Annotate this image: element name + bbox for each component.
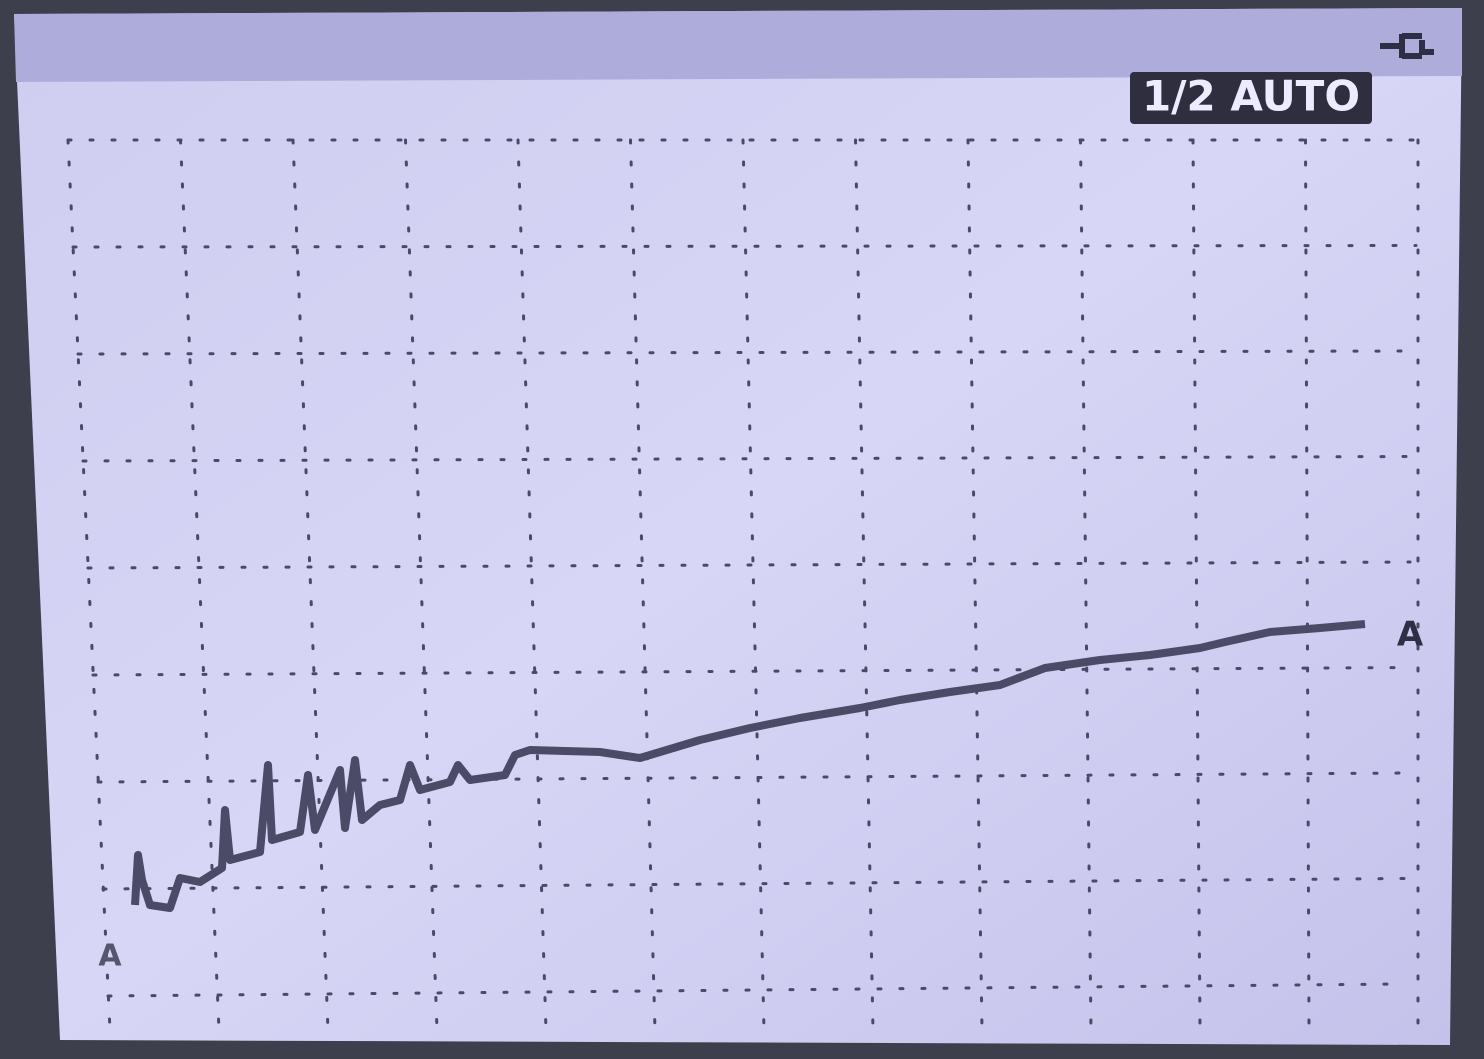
grid-dots (71, 244, 1418, 249)
ground-marker: A (98, 939, 122, 974)
display (14, 8, 1462, 1045)
grid-dots (91, 666, 1410, 677)
grid-dots (106, 982, 1404, 998)
grid-dots (81, 455, 1414, 463)
graticule (66, 138, 1420, 1032)
trace-marker: A (1397, 615, 1424, 655)
grid-dots (76, 349, 1416, 356)
power-icon (1380, 33, 1434, 59)
waveform-trace (131, 620, 1366, 912)
grid-dots (86, 560, 1412, 570)
top-bar (14, 8, 1462, 82)
mode-label: 1/2 AUTO (1142, 72, 1360, 121)
mode-box (1130, 72, 1372, 124)
